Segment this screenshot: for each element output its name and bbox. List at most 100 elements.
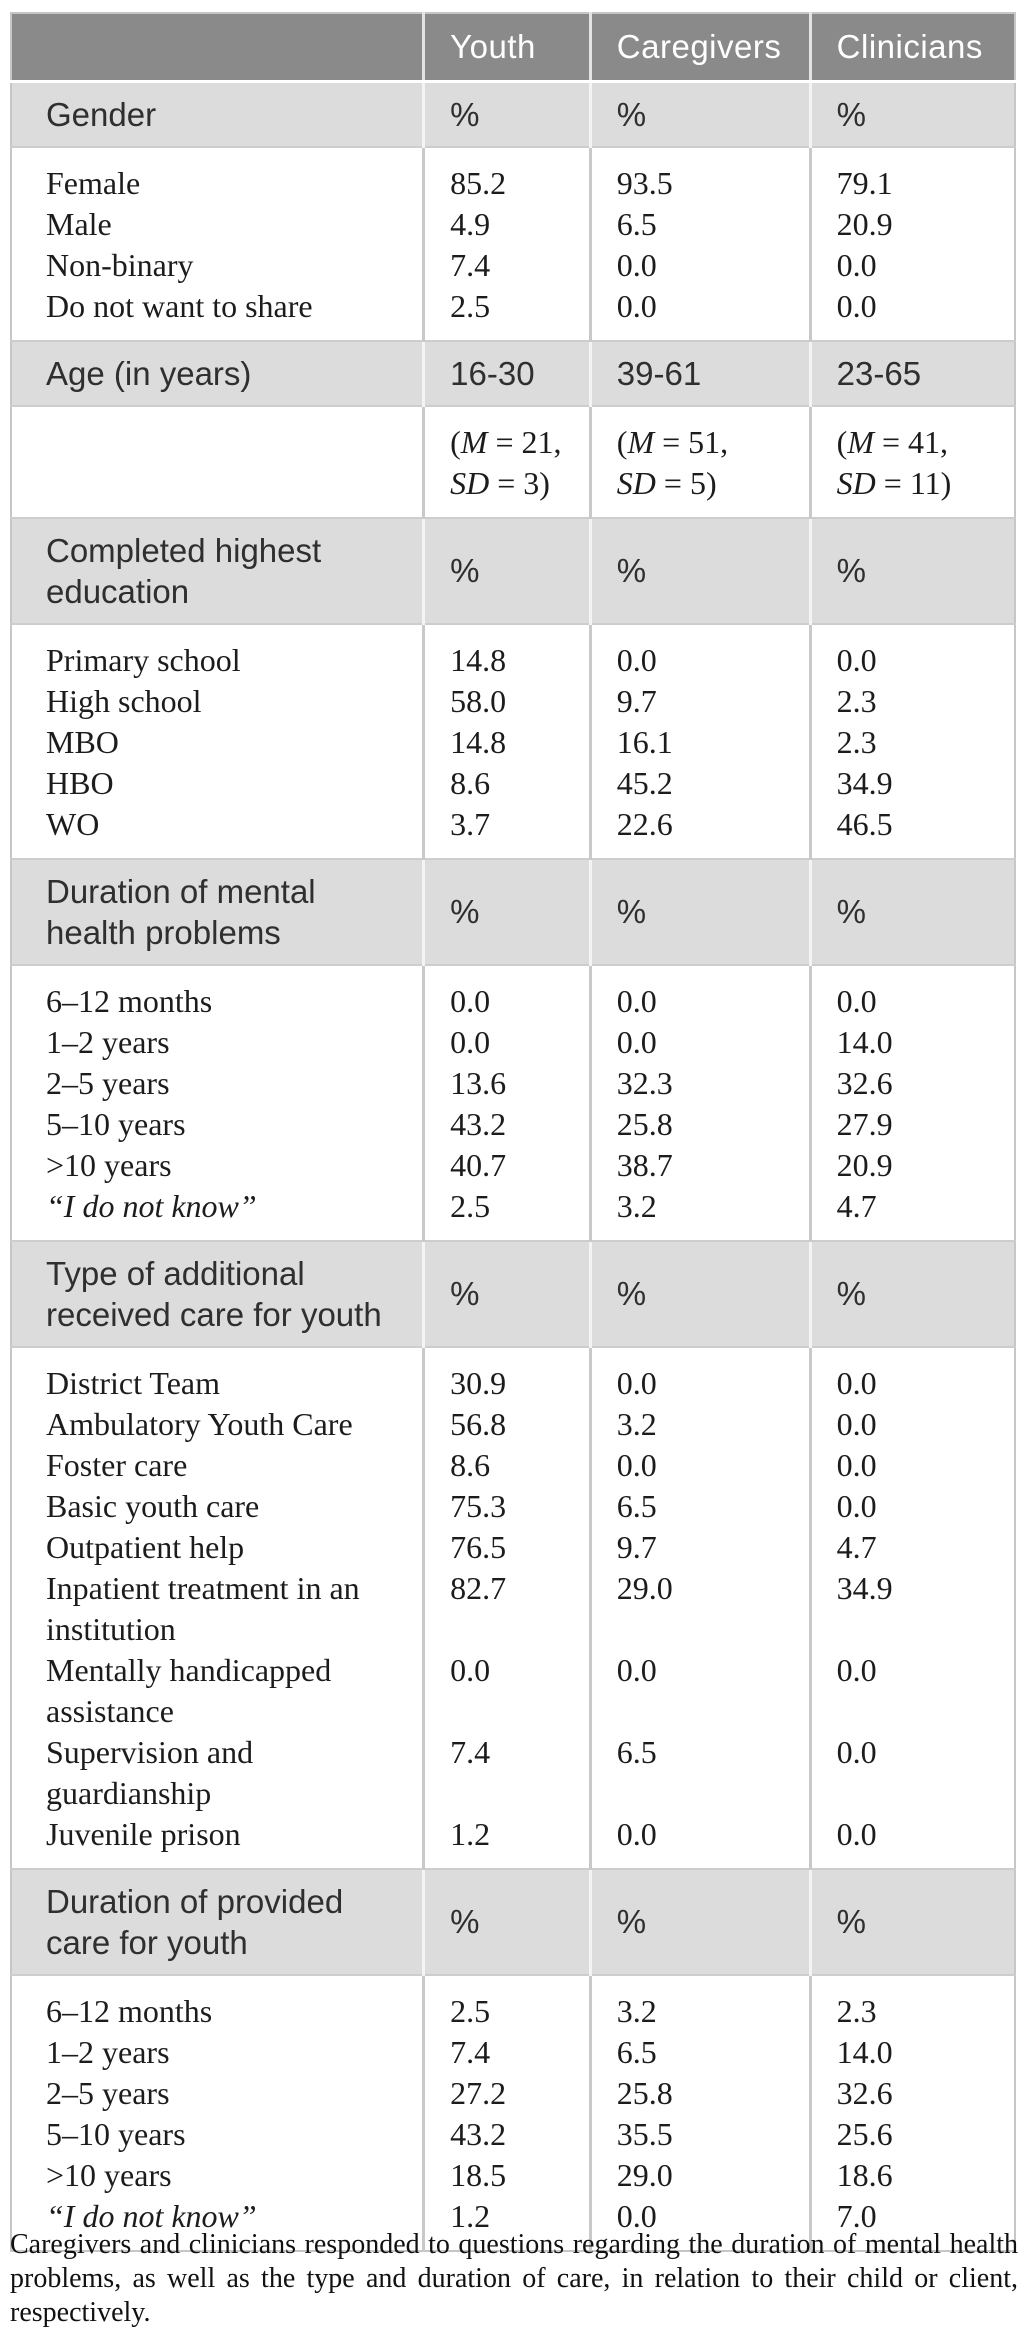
data-row-outpatient-help: Outpatient help 76.5 9.7 4.7 [11, 1526, 1015, 1568]
row-label: 6–12 months [11, 964, 424, 1022]
value-cell: 14.0 [808, 1021, 1015, 1063]
value-cell: 93.5 [588, 146, 811, 204]
value-cell: 14.8 [422, 721, 591, 763]
row-label: Outpatient help [11, 1526, 424, 1568]
row-label: >10 years [11, 2154, 424, 2196]
data-row-i-do-not-know: “I do not know” 2.5 3.2 4.7 [11, 1185, 1015, 1241]
table-container: Youth Caregivers Clinicians Gender%%% Female… [10, 12, 1016, 2252]
data-row-10-years: >10 years 40.7 38.7 20.9 [11, 1144, 1015, 1186]
data-row-basic-youth-care: Basic youth care 75.3 6.5 0.0 [11, 1485, 1015, 1527]
value-cell: 0.0 [588, 1444, 811, 1486]
data-row-inpatient-treatment-in-an-institution: Inpatient treatment in an institution 82.… [11, 1567, 1015, 1650]
data-row-wo: WO 3.7 22.6 46.5 [11, 803, 1015, 859]
value-cell: 0.0 [808, 964, 1015, 1022]
value-cell: 2.3 [808, 1974, 1015, 2032]
value-cell: 25.6 [808, 2113, 1015, 2155]
value-cell: 43.2 [422, 1103, 591, 1145]
value-cell: 0.0 [808, 1444, 1015, 1486]
row-label: 5–10 years [11, 2113, 424, 2155]
value-cell: 3.7 [422, 803, 591, 859]
value-cell: 7.4 [422, 1731, 591, 1814]
value-cell: 9.7 [588, 680, 811, 722]
section-value-cell: % [422, 857, 591, 966]
demographics-table-body: Youth Caregivers Clinicians Gender%%% Female… [11, 13, 1015, 2251]
row-label: 1–2 years [11, 1021, 424, 1063]
value-cell: 32.6 [808, 2072, 1015, 2114]
data-row-ambulatory-youth-care: Ambulatory Youth Care 56.8 3.2 0.0 [11, 1403, 1015, 1445]
row-label: Supervision and guardianship [11, 1731, 424, 1814]
data-row-juvenile-prison: Juvenile prison 1.2 0.0 0.0 [11, 1813, 1015, 1869]
value-cell: 0.0 [808, 285, 1015, 341]
section-value-cell: % [422, 516, 591, 625]
value-cell: 20.9 [808, 1144, 1015, 1186]
value-cell: 22.6 [588, 803, 811, 859]
value-cell: 0.0 [588, 1813, 811, 1869]
row-label: Mentally handicapped assistance [11, 1649, 424, 1732]
section-row-completed-highest-education: Completed highest education%%% [11, 516, 1015, 625]
data-row-6-12-months: 6–12 months 2.5 3.2 2.3 [11, 1974, 1015, 2032]
row-label: District Team [11, 1346, 424, 1404]
section-row-age-in-years: Age (in years) 16-30 39-61 23-65 [11, 339, 1015, 407]
value-cell: 56.8 [422, 1403, 591, 1445]
data-row-do-not-want-to-share: Do not want to share 2.5 0.0 0.0 [11, 285, 1015, 341]
value-cell: (M = 51, SD = 5) [588, 405, 811, 518]
value-cell: 2.5 [422, 285, 591, 341]
value-cell: 1.2 [422, 1813, 591, 1869]
row-label: Juvenile prison [11, 1813, 424, 1869]
value-cell: 40.7 [422, 1144, 591, 1186]
value-cell: (M = 21, SD = 3) [422, 405, 591, 518]
value-cell: 34.9 [808, 1567, 1015, 1650]
value-cell: 38.7 [588, 1144, 811, 1186]
row-label: “I do not know” [11, 2195, 424, 2251]
row-label: Male [11, 203, 424, 245]
section-value-cell: % [808, 1239, 1015, 1348]
section-row-type-of-additional-received-care-for-you: Type of additional received care for you… [11, 1239, 1015, 1348]
data-row-mbo: MBO 14.8 16.1 2.3 [11, 721, 1015, 763]
value-cell: 2.3 [808, 680, 1015, 722]
value-cell: 82.7 [422, 1567, 591, 1650]
row-label: Female [11, 146, 424, 204]
value-cell: 8.6 [422, 1444, 591, 1486]
data-row-i-do-not-know: “I do not know” 1.2 0.0 7.0 [11, 2195, 1015, 2251]
data-row-1-2-years: 1–2 years 0.0 0.0 14.0 [11, 1021, 1015, 1063]
section-row-gender: Gender%%% [11, 80, 1015, 148]
section-value-cell: % [808, 1867, 1015, 1976]
stat-line: (M = 51, [616, 423, 729, 460]
stat-line: SD = 5) [616, 464, 717, 501]
value-cell: 58.0 [422, 680, 591, 722]
value-cell: 76.5 [422, 1526, 591, 1568]
value-cell: 0.0 [588, 964, 811, 1022]
value-cell: 20.9 [808, 203, 1015, 245]
section-value-cell: % [808, 80, 1015, 148]
row-label: 1–2 years [11, 2031, 424, 2073]
section-value-cell: 16-30 [422, 339, 591, 407]
value-cell: 7.4 [422, 2031, 591, 2073]
row-label: Primary school [11, 623, 424, 681]
row-label [11, 405, 424, 518]
value-cell: 25.8 [588, 1103, 811, 1145]
value-cell: 14.0 [808, 2031, 1015, 2073]
section-value-cell: % [422, 80, 591, 148]
value-cell: 32.3 [588, 1062, 811, 1104]
value-cell: 0.0 [422, 1021, 591, 1063]
value-cell: 0.0 [588, 623, 811, 681]
stat-line: SD = 3) [450, 464, 550, 501]
value-cell: 0.0 [588, 1649, 811, 1732]
value-cell: 2.5 [422, 1974, 591, 2032]
demographics-table: Youth Caregivers Clinicians Gender%%% Female… [10, 12, 1016, 2252]
data-row-district-team: District Team 30.9 0.0 0.0 [11, 1346, 1015, 1404]
value-cell: 4.7 [808, 1526, 1015, 1568]
value-cell: 0.0 [808, 1346, 1015, 1404]
value-cell: 3.2 [588, 1403, 811, 1445]
value-cell: 6.5 [588, 203, 811, 245]
value-cell: 0.0 [808, 1403, 1015, 1445]
stat-line: (M = 21, [450, 423, 562, 460]
value-cell: 0.0 [808, 1813, 1015, 1869]
data-row-2-5-years: 2–5 years 27.2 25.8 32.6 [11, 2072, 1015, 2114]
section-value-cell: % [808, 516, 1015, 625]
data-row-foster-care: Foster care 8.6 0.0 0.0 [11, 1444, 1015, 1486]
data-row-10-years: >10 years 18.5 29.0 18.6 [11, 2154, 1015, 2196]
value-cell: 0.0 [588, 285, 811, 341]
value-cell: 6.5 [588, 1485, 811, 1527]
stat-line: (M = 41, [836, 423, 949, 460]
